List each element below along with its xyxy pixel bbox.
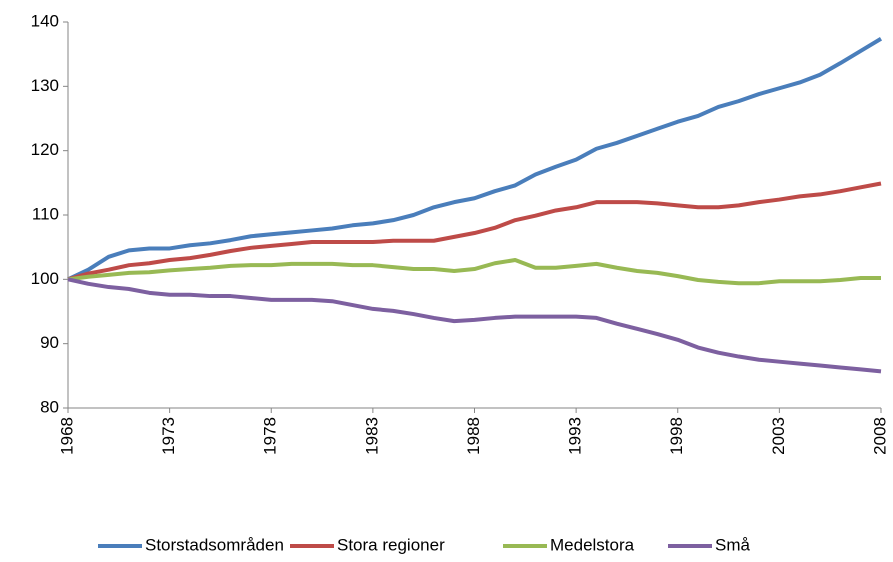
legend-label: Stora regioner — [337, 535, 445, 554]
x-tick-label: 1968 — [57, 417, 76, 455]
legend-label: Små — [715, 535, 751, 554]
x-tick-label: 1993 — [566, 417, 585, 455]
legend-label: Storstadsområden — [145, 535, 284, 554]
series-line — [67, 258, 881, 286]
series-line — [67, 277, 882, 374]
y-tick-label: 130 — [31, 76, 59, 95]
y-tick-label: 80 — [40, 397, 59, 416]
x-tick-label: 1973 — [159, 417, 178, 455]
x-tick-label: 1988 — [464, 417, 483, 455]
legend-label: Medelstora — [550, 535, 635, 554]
x-tick-label: 2003 — [769, 417, 788, 455]
series-line — [67, 181, 882, 282]
y-tick-label: 120 — [31, 140, 59, 159]
x-tick-label: 1998 — [667, 417, 686, 455]
series-line — [67, 37, 883, 282]
x-tick-label: 1978 — [261, 417, 280, 455]
y-tick-label: 100 — [31, 269, 59, 288]
y-tick-label: 110 — [32, 204, 59, 223]
x-tick-label: 2008 — [870, 417, 889, 455]
x-tick-label: 1983 — [362, 417, 381, 455]
y-tick-label: 140 — [31, 11, 59, 30]
y-tick-label: 90 — [40, 333, 59, 352]
